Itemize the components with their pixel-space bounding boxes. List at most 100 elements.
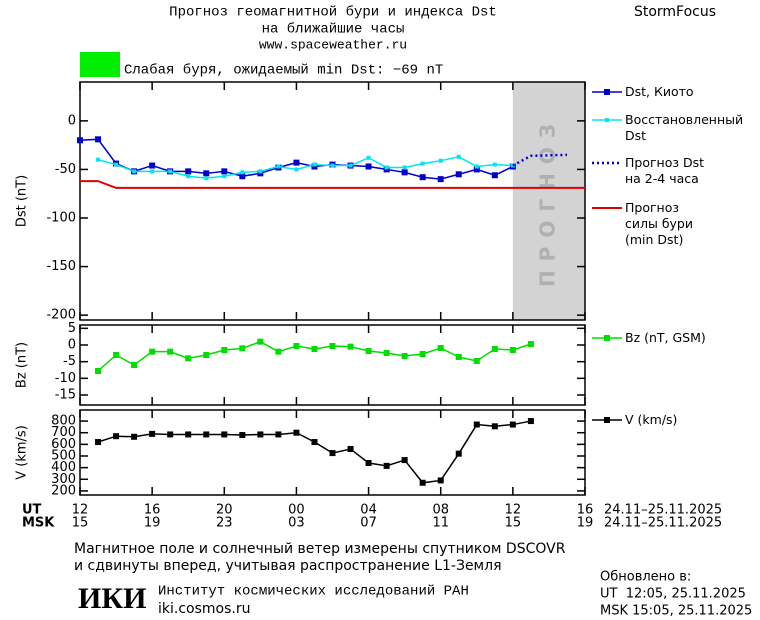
data-point (312, 162, 317, 167)
y-tick-label: -50 (55, 162, 76, 177)
forecast-label: ПРОГНОЗ (535, 115, 559, 287)
legend-entry: Восстановленный Dst (625, 112, 744, 143)
data-point (77, 137, 83, 144)
plot-frame (79, 324, 586, 406)
data-point (491, 423, 498, 430)
x-tick-label: 03 (288, 516, 305, 531)
data-point (419, 479, 426, 486)
status: Слабая буря, ожидаемый min Dst: −69 nT (124, 62, 443, 79)
data-point (366, 155, 371, 160)
x-tick-label: 19 (144, 516, 161, 531)
x-tick-label: 08 (432, 503, 449, 518)
y-tick-label: -200 (46, 308, 76, 323)
data-point (239, 173, 246, 180)
x-tick-label: 20 (216, 503, 233, 518)
data-point (114, 162, 119, 167)
data-point (419, 174, 426, 181)
data-point (96, 157, 101, 162)
data-point (311, 439, 318, 446)
data-point (329, 450, 336, 457)
forecast-zone (512, 82, 585, 320)
data-point (491, 346, 498, 352)
data-point (167, 431, 174, 438)
data-point (221, 168, 228, 175)
legend-marker (604, 417, 610, 423)
data-point (401, 169, 408, 176)
y-tick-label: 500 (51, 448, 76, 463)
data-point (437, 477, 444, 484)
data-point (437, 176, 444, 183)
data-point (293, 159, 300, 166)
y-tick-label: -100 (46, 211, 76, 226)
legend-entry: Bz (nT, GSM) (625, 330, 706, 345)
data-point (527, 341, 534, 347)
y-tick-label: -5 (63, 354, 76, 369)
legend-marker (605, 118, 609, 122)
y-tick-label: 800 (51, 414, 76, 429)
x-tick-label: 23 (216, 516, 233, 531)
y-axis-label: V (km/s) (15, 425, 30, 480)
data-point (221, 431, 228, 438)
data-point (275, 431, 282, 438)
y-tick-label: 0 (68, 338, 76, 353)
plot-frame (79, 409, 586, 496)
data-point (95, 368, 102, 374)
y-tick-label: 0 (68, 113, 76, 128)
data-point (365, 348, 372, 354)
legend-entry: Прогноз Dst на 2-4 часа (625, 155, 705, 186)
logo: ИКИ (78, 582, 146, 615)
y-tick-label: -15 (55, 388, 76, 403)
plot-frame (79, 81, 586, 321)
y-axis-label: Dst (nT) (15, 175, 30, 227)
site: iki.cosmos.ru (158, 601, 250, 617)
institute: Институт космических исследований РАН (158, 583, 469, 600)
data-point (383, 350, 390, 356)
data-point (491, 172, 498, 179)
data-point (258, 169, 263, 174)
x-tick-label: 04 (360, 503, 377, 518)
y-axis-label: Bz (nT) (15, 342, 30, 388)
data-point (329, 343, 336, 349)
y-tick-label: -150 (46, 259, 76, 274)
x-tick-label: 19 (577, 516, 594, 531)
data-point (455, 450, 462, 457)
series-line (80, 180, 585, 189)
series-line (97, 156, 513, 179)
brand: StormFocus (634, 4, 716, 20)
data-point (113, 433, 120, 440)
data-point (95, 439, 102, 446)
data-point (402, 165, 407, 170)
data-point (473, 166, 480, 173)
data-point (455, 171, 462, 178)
data-point (150, 169, 155, 174)
data-point (401, 353, 408, 359)
data-point (527, 418, 534, 425)
data-point (204, 176, 209, 181)
data-point (509, 421, 516, 428)
updated-ut: UT 12:05, 25.11.2025 (600, 587, 746, 602)
data-point (365, 459, 372, 466)
data-point (257, 431, 264, 438)
data-point (95, 136, 102, 143)
data-point (168, 169, 173, 174)
url: www.spaceweather.ru (259, 37, 407, 52)
updated-label: Обновлено в: (600, 570, 691, 585)
data-point (293, 343, 300, 349)
legend-marker (604, 89, 610, 95)
data-point (185, 431, 192, 438)
data-point (185, 168, 192, 175)
data-point (203, 352, 210, 358)
data-point (221, 347, 228, 353)
x-axis-label: MSK (22, 516, 55, 531)
date-range: 24.11–25.11.2025 (604, 503, 722, 518)
series-line (512, 153, 567, 167)
y-tick-label: 5 (68, 321, 76, 336)
updated-msk: MSK 15:05, 25.11.2025 (600, 604, 752, 619)
data-point (294, 167, 299, 172)
data-point (438, 158, 443, 163)
data-point (149, 348, 156, 355)
data-point (401, 457, 408, 464)
legend-entry: Dst, Киото (625, 84, 694, 99)
y-tick-label: 400 (51, 460, 76, 475)
